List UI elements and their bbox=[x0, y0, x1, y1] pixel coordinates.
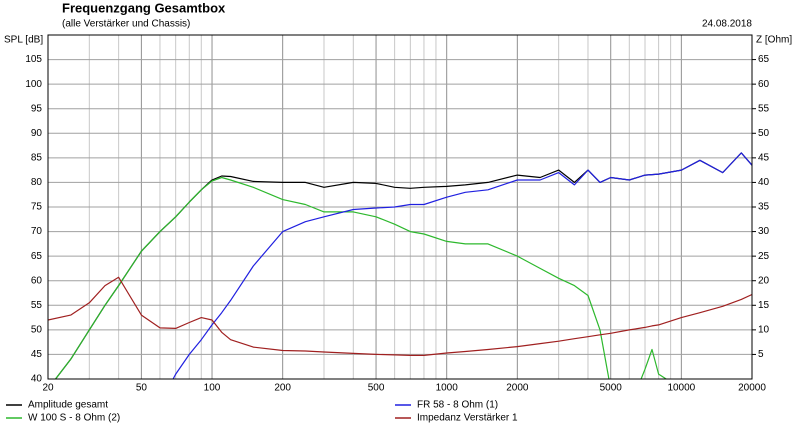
x-tick-label: 50 bbox=[136, 383, 148, 394]
x-tick-label: 200 bbox=[274, 383, 291, 394]
y2-tick-label: 55 bbox=[758, 103, 770, 114]
y2-tick-label: 65 bbox=[758, 54, 770, 65]
x-tick-label: 2000 bbox=[506, 383, 529, 394]
y-tick-label: 70 bbox=[31, 226, 43, 237]
y2-tick-label: 40 bbox=[758, 177, 770, 188]
x-tick-label: 10000 bbox=[667, 383, 695, 394]
y2-axis-label: Z [Ohm] bbox=[756, 35, 792, 46]
y2-tick-label: 60 bbox=[758, 79, 770, 90]
series-line bbox=[54, 152, 752, 379]
x-tick-label: 100 bbox=[204, 383, 221, 394]
y-tick-label: 105 bbox=[25, 54, 42, 65]
y-tick-label: 65 bbox=[31, 251, 43, 262]
y-tick-label: 85 bbox=[31, 152, 43, 163]
y2-tick-label: 45 bbox=[758, 152, 770, 163]
y-tick-label: 50 bbox=[31, 324, 43, 335]
y-tick-label: 75 bbox=[31, 202, 43, 213]
x-tick-label: 1000 bbox=[436, 383, 459, 394]
legend-label: Impedanz Verstärker 1 bbox=[417, 413, 518, 424]
y2-tick-label: 25 bbox=[758, 251, 770, 262]
y-tick-label: 80 bbox=[31, 177, 43, 188]
y-tick-label: 100 bbox=[25, 79, 42, 90]
y2-tick-label: 10 bbox=[758, 324, 770, 335]
legend-label: Amplitude gesamt bbox=[28, 400, 108, 411]
y2-tick-label: 20 bbox=[758, 275, 770, 286]
y-tick-label: 90 bbox=[31, 128, 43, 139]
y2-tick-label: 50 bbox=[758, 128, 770, 139]
y-axis-label: SPL [dB] bbox=[4, 35, 43, 46]
y-tick-label: 40 bbox=[31, 374, 43, 385]
y2-tick-label: 30 bbox=[758, 226, 770, 237]
y2-tick-label: 5 bbox=[758, 349, 764, 360]
series-line bbox=[172, 152, 752, 379]
x-tick-label: 5000 bbox=[600, 383, 623, 394]
chart-title: Frequenzgang Gesamtbox bbox=[62, 0, 226, 15]
plot-lines bbox=[48, 152, 752, 379]
y-tick-label: 60 bbox=[31, 275, 43, 286]
legend-label: FR 58 - 8 Ohm (1) bbox=[417, 400, 498, 411]
series-line bbox=[48, 276, 752, 356]
y-tick-label: 95 bbox=[31, 103, 43, 114]
x-tick-label: 20000 bbox=[738, 383, 766, 394]
y-tick-label: 45 bbox=[31, 349, 43, 360]
y2-tick-label: 35 bbox=[758, 202, 770, 213]
legend-label: W 100 S - 8 Ohm (2) bbox=[28, 413, 120, 424]
y2-tick-label: 15 bbox=[758, 300, 770, 311]
x-tick-label: 500 bbox=[368, 383, 385, 394]
y-tick-label: 55 bbox=[31, 300, 43, 311]
series-line bbox=[54, 176, 668, 379]
chart-date: 24.08.2018 bbox=[702, 19, 752, 30]
chart-subtitle: (alle Verstärker und Chassis) bbox=[62, 19, 190, 30]
x-tick-label: 20 bbox=[42, 383, 54, 394]
